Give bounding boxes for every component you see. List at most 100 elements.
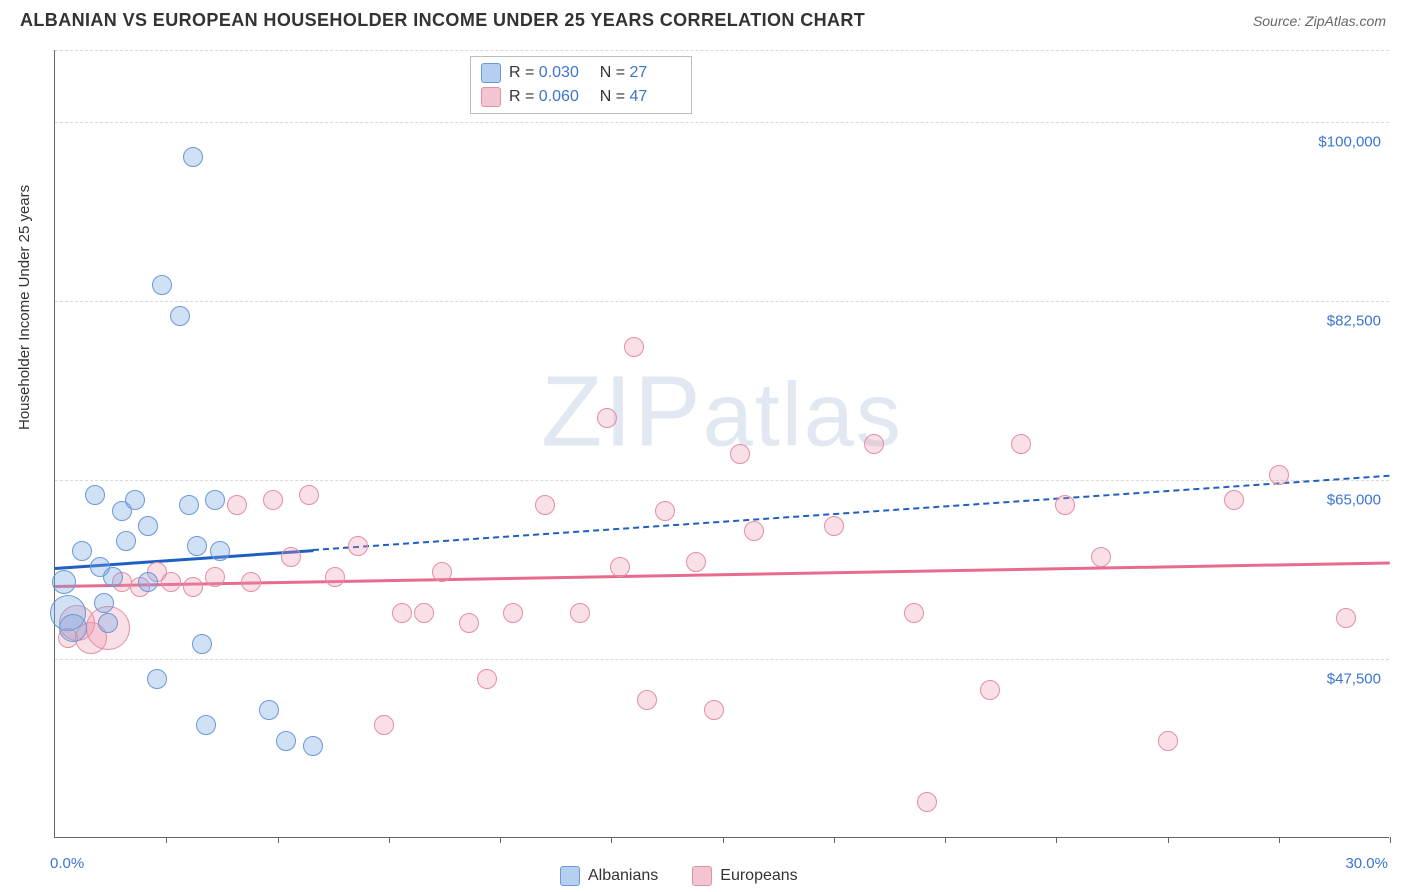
y-tick-label: $100,000 — [1318, 133, 1381, 150]
data-point-europeans — [686, 552, 706, 572]
legend-swatch — [560, 866, 580, 886]
data-point-europeans — [227, 495, 247, 515]
x-tick — [945, 837, 946, 843]
plot-area: ZIPatlas $47,500 $65,000 $82,500 $100,000 R … — [54, 50, 1389, 838]
data-point-albanians — [138, 572, 158, 592]
data-point-europeans — [503, 603, 523, 623]
data-point-europeans — [325, 567, 345, 587]
data-point-albanians — [94, 593, 114, 613]
data-point-europeans — [655, 501, 675, 521]
x-tick — [278, 837, 279, 843]
data-point-europeans — [864, 434, 884, 454]
data-point-europeans — [624, 337, 644, 357]
x-tick — [166, 837, 167, 843]
data-point-europeans — [205, 567, 225, 587]
legend-item: Albanians — [560, 866, 658, 886]
legend-item: Europeans — [692, 866, 797, 886]
x-tick — [723, 837, 724, 843]
data-point-europeans — [535, 495, 555, 515]
gridline-h — [55, 659, 1389, 660]
x-tick — [1056, 837, 1057, 843]
gridline-h — [55, 301, 1389, 302]
data-point-europeans — [374, 715, 394, 735]
legend-stats-row: R = 0.060 N = 47 — [481, 85, 681, 109]
gridline-h — [55, 50, 1389, 51]
data-point-europeans — [263, 490, 283, 510]
data-point-albanians — [205, 490, 225, 510]
data-point-albanians — [210, 541, 230, 561]
data-point-europeans — [1336, 608, 1356, 628]
trendline-albanians-dashed — [313, 475, 1390, 551]
chart-title: ALBANIAN VS EUROPEAN HOUSEHOLDER INCOME … — [20, 10, 865, 31]
data-point-europeans — [610, 557, 630, 577]
data-point-europeans — [570, 603, 590, 623]
data-point-albanians — [116, 531, 136, 551]
x-tick — [500, 837, 501, 843]
chart-area: ZIPatlas $47,500 $65,000 $82,500 $100,000 R … — [54, 50, 1389, 838]
data-point-europeans — [917, 792, 937, 812]
chart-header: ALBANIAN VS EUROPEAN HOUSEHOLDER INCOME … — [0, 0, 1406, 37]
data-point-europeans — [744, 521, 764, 541]
legend-swatch — [692, 866, 712, 886]
data-point-europeans — [1269, 465, 1289, 485]
data-point-europeans — [730, 444, 750, 464]
legend-stats-text: R = 0.060 N = 47 — [509, 88, 681, 106]
data-point-europeans — [183, 577, 203, 597]
data-point-europeans — [637, 690, 657, 710]
data-point-albanians — [85, 485, 105, 505]
source-label: Source: — [1253, 13, 1305, 29]
data-point-europeans — [414, 603, 434, 623]
x-tick — [1390, 837, 1391, 843]
gridline-h — [55, 480, 1389, 481]
y-tick-label: $65,000 — [1327, 491, 1381, 508]
x-label-right: 30.0% — [1345, 855, 1388, 872]
legend-stats-row: R = 0.030 N = 27 — [481, 61, 681, 85]
data-point-europeans — [980, 680, 1000, 700]
legend-bottom: Albanians Europeans — [560, 866, 798, 886]
data-point-albanians — [196, 715, 216, 735]
data-point-europeans — [1091, 547, 1111, 567]
legend-stats: R = 0.030 N = 27 R = 0.060 N = 47 — [470, 56, 692, 114]
data-point-albanians — [192, 634, 212, 654]
data-point-europeans — [1055, 495, 1075, 515]
watermark-text: ZIPatlas — [541, 355, 903, 470]
data-point-europeans — [477, 669, 497, 689]
legend-label: Albanians — [588, 867, 658, 885]
data-point-albanians — [152, 275, 172, 295]
data-point-europeans — [1158, 731, 1178, 751]
x-tick — [389, 837, 390, 843]
data-point-albanians — [170, 306, 190, 326]
y-axis-label: Householder Income Under 25 years — [16, 185, 33, 430]
data-point-europeans — [241, 572, 261, 592]
data-point-albanians — [187, 536, 207, 556]
x-tick — [611, 837, 612, 843]
x-label-left: 0.0% — [50, 855, 84, 872]
data-point-albanians — [59, 614, 87, 642]
data-point-albanians — [52, 570, 76, 594]
legend-swatch — [481, 63, 501, 83]
data-point-albanians — [103, 567, 123, 587]
chart-source: Source: ZipAtlas.com — [1253, 13, 1386, 29]
y-tick-label: $82,500 — [1327, 312, 1381, 329]
legend-swatch — [481, 87, 501, 107]
gridline-h — [55, 122, 1389, 123]
data-point-albanians — [98, 613, 118, 633]
x-tick — [834, 837, 835, 843]
legend-label: Europeans — [720, 867, 797, 885]
data-point-albanians — [303, 736, 323, 756]
data-point-europeans — [597, 408, 617, 428]
data-point-albanians — [179, 495, 199, 515]
y-tick-label: $47,500 — [1327, 670, 1381, 687]
data-point-europeans — [432, 562, 452, 582]
data-point-europeans — [392, 603, 412, 623]
data-point-albanians — [147, 669, 167, 689]
x-tick — [1168, 837, 1169, 843]
data-point-albanians — [72, 541, 92, 561]
data-point-albanians — [183, 147, 203, 167]
data-point-europeans — [281, 547, 301, 567]
data-point-albanians — [259, 700, 279, 720]
source-name: ZipAtlas.com — [1305, 13, 1386, 29]
data-point-albanians — [125, 490, 145, 510]
x-tick — [1279, 837, 1280, 843]
legend-stats-text: R = 0.030 N = 27 — [509, 64, 681, 82]
